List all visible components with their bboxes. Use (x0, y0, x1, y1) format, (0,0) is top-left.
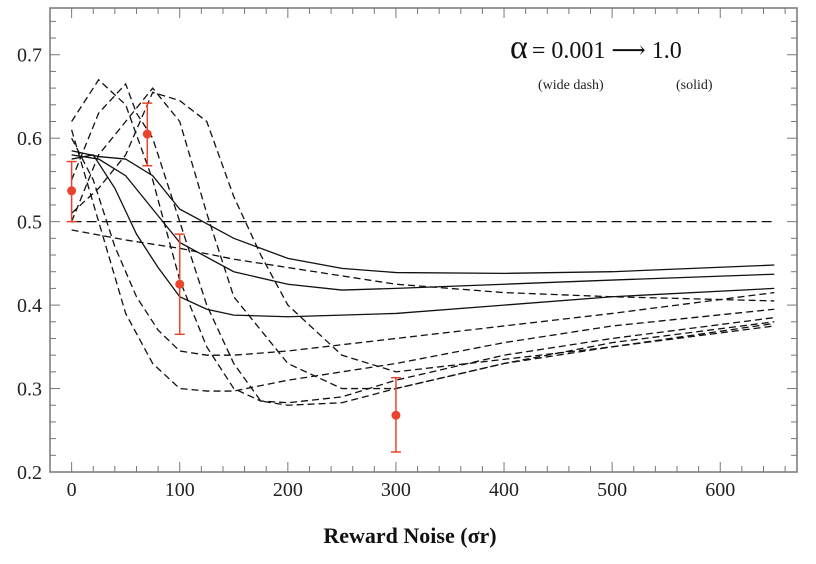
y-tick-label: 0.6 (17, 128, 42, 150)
y-tick-label: 0.2 (17, 462, 42, 484)
x-tick-label: 400 (489, 479, 519, 501)
series-line-alpha-solid-1 (71, 154, 775, 318)
y-tick-label: 0.5 (17, 212, 42, 234)
series-line-alpha-dash-8 (71, 137, 775, 356)
y-tick-label: 0.7 (17, 45, 42, 67)
legend-alpha-symbol: α (510, 29, 528, 66)
series-line-alpha-dash-7 (70, 129, 775, 392)
y-tick-label: 0.4 (17, 295, 42, 317)
legend-end-note: (solid) (676, 78, 713, 93)
x-axis-label: Reward Noise (σr) (323, 523, 496, 548)
series-line-alpha-dash-6 (71, 78, 775, 404)
data-point (175, 279, 185, 289)
legend: α = 0.001 ⟶ 1.0 (wide dash) (solid) (510, 29, 713, 93)
series-layer (70, 78, 775, 406)
legend-start-value: = 0.001 (532, 38, 606, 64)
y-tick-label: 0.3 (17, 379, 42, 401)
series-line-alpha-dash-5 (71, 82, 775, 406)
legend-end-value: 1.0 (652, 38, 682, 64)
legend-arrow: ⟶ (611, 38, 645, 64)
ticks-layer (50, 8, 797, 473)
legend-start-note: (wide dash) (538, 78, 604, 93)
x-tick-label: 100 (165, 479, 195, 501)
x-tick-label: 200 (273, 479, 303, 501)
data-point (391, 410, 401, 420)
x-tick-label: 300 (381, 479, 411, 501)
tick-labels: 0 100 200 300 400 500 600 0.2 0.3 0.4 0.5 0.6 0.7 (17, 45, 735, 501)
observed-data-layer (66, 102, 401, 453)
data-point (67, 186, 77, 196)
series-line-alpha-dash-2 (71, 229, 775, 302)
data-point (142, 129, 152, 139)
x-tick-label: 600 (705, 479, 735, 501)
plot-frame (49, 7, 798, 473)
series-line-alpha-solid-3 (71, 150, 775, 275)
x-tick-label: 0 (67, 479, 77, 501)
series-line-alpha-dash-3 (71, 91, 775, 373)
series-line-alpha-solid-2 (71, 154, 775, 291)
svg-text:α= 0.001⟶1.0: α = 0.001 ⟶ 1.0 (510, 29, 682, 66)
x-tick-label: 500 (597, 479, 627, 501)
